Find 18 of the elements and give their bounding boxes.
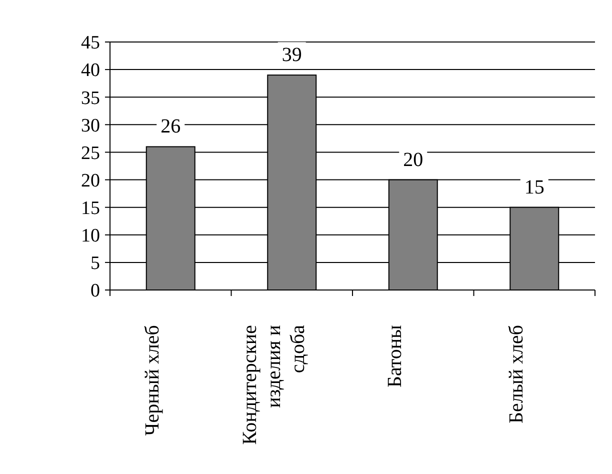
y-tick-label: 45: [81, 32, 100, 54]
y-tick-label: 10: [81, 226, 100, 247]
data-label: 26: [160, 116, 181, 138]
y-tick-label: 5: [90, 253, 100, 274]
y-tick-label: 40: [81, 60, 100, 82]
x-tick-label: Белый хлеб: [505, 325, 528, 424]
y-tick-label: 0: [90, 280, 100, 302]
x-tick-label: Черный хлеб: [142, 325, 164, 436]
x-tick-label: Кондитерские изделия и сдоба: [238, 324, 309, 445]
y-tick-label: 20: [81, 170, 100, 192]
data-label: 20: [403, 148, 424, 171]
data-label: 39: [282, 44, 302, 66]
x-tick-label: Батоны: [384, 325, 406, 388]
y-tick-label: 25: [81, 142, 100, 164]
y-tick-label: 15: [81, 198, 100, 219]
data-label: 15: [524, 176, 544, 198]
y-tick-label: 35: [81, 88, 100, 109]
y-tick-label: 30: [81, 115, 100, 136]
